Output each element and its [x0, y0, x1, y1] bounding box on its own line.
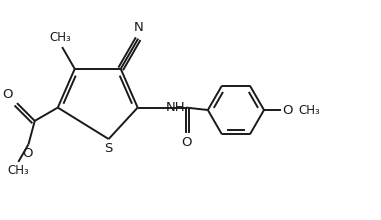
Text: O: O [23, 147, 33, 160]
Text: S: S [104, 142, 113, 155]
Text: O: O [282, 103, 292, 117]
Text: O: O [181, 136, 191, 149]
Text: O: O [3, 88, 13, 101]
Text: NH: NH [166, 101, 186, 114]
Text: CH₃: CH₃ [7, 164, 29, 177]
Text: CH₃: CH₃ [299, 103, 320, 117]
Text: CH₃: CH₃ [50, 31, 71, 44]
Text: N: N [134, 21, 144, 34]
